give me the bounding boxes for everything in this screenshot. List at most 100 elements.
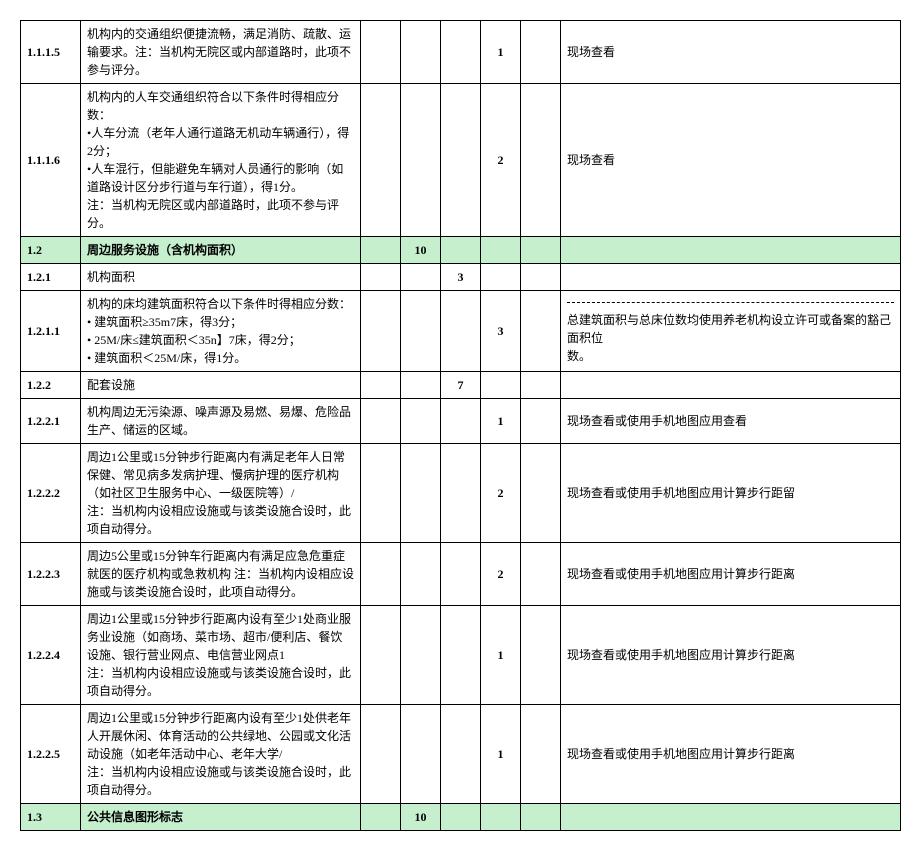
score-col-3: 7 xyxy=(441,372,481,399)
score-col-1 xyxy=(361,543,401,606)
score-col-4 xyxy=(481,804,521,831)
row-note xyxy=(561,264,901,291)
row-id: 1.3 xyxy=(21,804,81,831)
row-note: 现场查看或使用手机地图应用查看 xyxy=(561,399,901,444)
score-col-4: 1 xyxy=(481,705,521,804)
score-col-3: 3 xyxy=(441,264,481,291)
row-desc: 周边1公里或15分钟步行距离内设有至少1处商业服务业设施（如商场、菜市场、超市/… xyxy=(81,606,361,705)
table-row: 1.1.1.6机构内的人车交通组织符合以下条件时得相应分数：•人车分流（老年人通… xyxy=(21,84,901,237)
score-col-2 xyxy=(401,291,441,372)
score-col-1 xyxy=(361,444,401,543)
score-col-2 xyxy=(401,21,441,84)
row-desc: 机构周边无污染源、噪声源及易燃、易爆、危险品生产、储运的区域。 xyxy=(81,399,361,444)
table-row: 1.2.1.1机构的床均建筑面积符合以下条件时得相应分数：• 建筑面积≥35m7… xyxy=(21,291,901,372)
score-col-2 xyxy=(401,84,441,237)
score-col-2 xyxy=(401,399,441,444)
score-col-1 xyxy=(361,705,401,804)
score-col-5 xyxy=(521,84,561,237)
score-col-4 xyxy=(481,264,521,291)
evaluation-table: 1.1.1.5机构内的交通组织便捷流畅，满足消防、疏散、运输要求。注：当机构无院… xyxy=(20,20,901,831)
score-col-2 xyxy=(401,264,441,291)
score-col-1 xyxy=(361,237,401,264)
row-desc: 机构内的人车交通组织符合以下条件时得相应分数：•人车分流（老年人通行道路无机动车… xyxy=(81,84,361,237)
score-col-1 xyxy=(361,399,401,444)
score-col-5 xyxy=(521,606,561,705)
table-row: 1.2.2.1机构周边无污染源、噪声源及易燃、易爆、危险品生产、储运的区域。 1现… xyxy=(21,399,901,444)
score-col-5 xyxy=(521,291,561,372)
table-row: 1.2周边服务设施（含机构面积）10 xyxy=(21,237,901,264)
row-id: 1.2.2.3 xyxy=(21,543,81,606)
score-col-2: 10 xyxy=(401,237,441,264)
score-col-4: 1 xyxy=(481,21,521,84)
row-note: 现场查看或使用手机地图应用计算步行距离 xyxy=(561,705,901,804)
score-col-2 xyxy=(401,444,441,543)
score-col-3 xyxy=(441,705,481,804)
table-row: 1.1.1.5机构内的交通组织便捷流畅，满足消防、疏散、运输要求。注：当机构无院… xyxy=(21,21,901,84)
table-row: 1.2.2配套设施7 xyxy=(21,372,901,399)
score-col-4: 1 xyxy=(481,399,521,444)
score-col-3 xyxy=(441,444,481,543)
row-note: 现场查看 xyxy=(561,21,901,84)
score-col-5 xyxy=(521,444,561,543)
row-note: 现场查看或使用手机地图应用计算步行距留 xyxy=(561,444,901,543)
row-desc: 周边1公里或15分钟步行距离内有满足老年人日常保健、常见病多发病护理、慢病护理的… xyxy=(81,444,361,543)
row-note xyxy=(561,372,901,399)
row-id: 1.2 xyxy=(21,237,81,264)
score-col-1 xyxy=(361,84,401,237)
row-id: 1.1.1.5 xyxy=(21,21,81,84)
score-col-5 xyxy=(521,705,561,804)
score-col-5 xyxy=(521,399,561,444)
row-desc: 周边5公里或15分钟车行距离内有满足应急危重症就医的医疗机构或急救机构 注：当机… xyxy=(81,543,361,606)
score-col-2 xyxy=(401,606,441,705)
row-note: 总建筑面积与总床位数均使用养老机构设立许可或备案的豁己面积位数。 xyxy=(561,291,901,372)
row-id: 1.2.2.1 xyxy=(21,399,81,444)
score-col-4: 3 xyxy=(481,291,521,372)
score-col-2 xyxy=(401,543,441,606)
row-id: 1.2.2.4 xyxy=(21,606,81,705)
score-col-5 xyxy=(521,21,561,84)
score-col-5 xyxy=(521,264,561,291)
score-col-3 xyxy=(441,399,481,444)
score-col-2 xyxy=(401,705,441,804)
score-col-5 xyxy=(521,237,561,264)
score-col-3 xyxy=(441,606,481,705)
row-id: 1.1.1.6 xyxy=(21,84,81,237)
table-row: 1.2.2.5周边1公里或15分钟步行距离内设有至少1处供老年人开展休闲、体育活… xyxy=(21,705,901,804)
score-col-4 xyxy=(481,237,521,264)
score-col-1 xyxy=(361,606,401,705)
score-col-5 xyxy=(521,372,561,399)
score-col-3 xyxy=(441,21,481,84)
row-desc: 周边1公里或15分钟步行距离内设有至少1处供老年人开展休闲、体育活动的公共绿地、… xyxy=(81,705,361,804)
score-col-4: 1 xyxy=(481,606,521,705)
score-col-4: 2 xyxy=(481,543,521,606)
table-row: 1.2.2.2周边1公里或15分钟步行距离内有满足老年人日常保健、常见病多发病护… xyxy=(21,444,901,543)
score-col-3 xyxy=(441,84,481,237)
score-col-2: 10 xyxy=(401,804,441,831)
row-note: 现场查看或使用手机地图应用计算步行距离 xyxy=(561,543,901,606)
score-col-3 xyxy=(441,237,481,264)
score-col-3 xyxy=(441,804,481,831)
row-desc: 机构内的交通组织便捷流畅，满足消防、疏散、运输要求。注：当机构无院区或内部道路时… xyxy=(81,21,361,84)
score-col-1 xyxy=(361,264,401,291)
row-note xyxy=(561,237,901,264)
score-col-3 xyxy=(441,291,481,372)
row-id: 1.2.2.5 xyxy=(21,705,81,804)
row-note: 现场查看或使用手机地图应用计算步行距离 xyxy=(561,606,901,705)
row-desc: 公共信息图形标志 xyxy=(81,804,361,831)
score-col-2 xyxy=(401,372,441,399)
score-col-1 xyxy=(361,21,401,84)
table-row: 1.2.1机构面积3 xyxy=(21,264,901,291)
row-note: 现场查看 xyxy=(561,84,901,237)
score-col-4 xyxy=(481,372,521,399)
score-col-1 xyxy=(361,372,401,399)
score-col-4: 2 xyxy=(481,84,521,237)
score-col-1 xyxy=(361,804,401,831)
score-col-5 xyxy=(521,543,561,606)
score-col-4: 2 xyxy=(481,444,521,543)
table-row: 1.2.2.4周边1公里或15分钟步行距离内设有至少1处商业服务业设施（如商场、… xyxy=(21,606,901,705)
row-id: 1.2.2 xyxy=(21,372,81,399)
row-id: 1.2.1.1 xyxy=(21,291,81,372)
row-desc: 机构面积 xyxy=(81,264,361,291)
score-col-3 xyxy=(441,543,481,606)
table-row: 1.3公共信息图形标志 10 xyxy=(21,804,901,831)
